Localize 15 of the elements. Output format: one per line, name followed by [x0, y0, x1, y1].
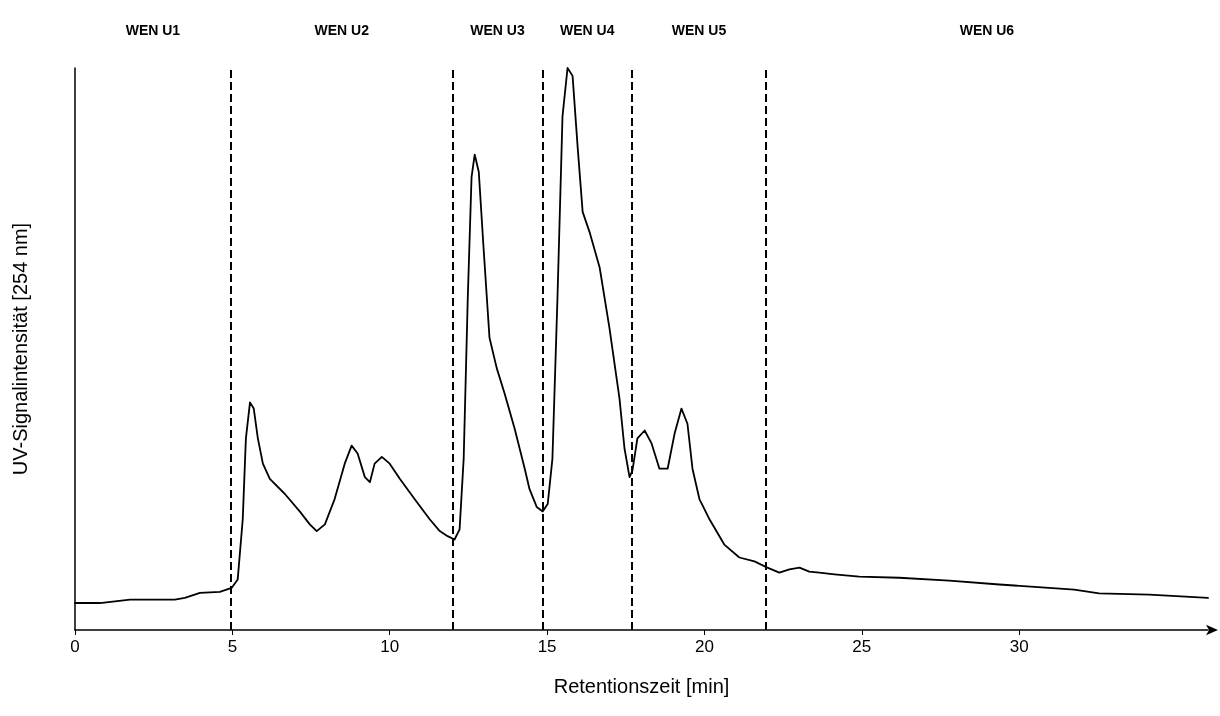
x-tick-label: 5: [227, 637, 238, 656]
text: WEN U1: [125, 22, 181, 38]
y-axis-title: UV-Signalintensität [254 nm]: [9, 222, 31, 476]
text: WEN U2: [314, 22, 370, 38]
text: WEN U4: [559, 22, 615, 38]
text: WEN U6: [959, 22, 1015, 38]
x-tick-label: 10: [380, 637, 400, 656]
text: WEN U3: [470, 22, 525, 38]
text: WEN U5: [671, 22, 727, 38]
x-tick-label: 30: [1009, 637, 1029, 656]
x-axis-title: Retentionszeit [min]: [553, 675, 730, 697]
x-tick-label: 20: [694, 637, 714, 656]
x-tick-label: 25: [852, 637, 872, 656]
x-tick-label: 15: [537, 637, 557, 656]
x-tick-label: 0: [70, 637, 80, 656]
